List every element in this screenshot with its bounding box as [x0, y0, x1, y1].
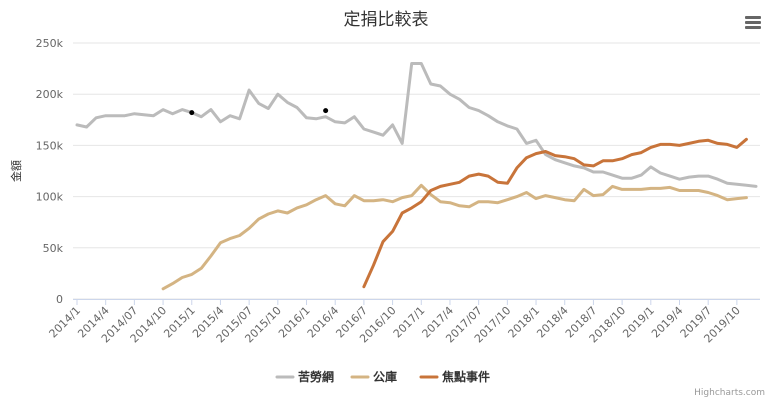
- legend-label: 焦點事件: [441, 369, 490, 384]
- y-tick-label: 250k: [36, 37, 64, 50]
- y-tick-label: 200k: [36, 88, 64, 101]
- legend: 苦勞網 公庫 焦點事件: [275, 369, 490, 384]
- legend-item[interactable]: 焦點事件: [419, 369, 490, 384]
- legend-label: 苦勞網: [298, 369, 334, 384]
- data-point-marker[interactable]: [189, 110, 195, 116]
- legend-item[interactable]: 公庫: [350, 369, 397, 384]
- hamburger-menu-icon[interactable]: [744, 15, 762, 31]
- y-tick-label: 150k: [36, 139, 64, 152]
- series-line[interactable]: [161, 183, 748, 291]
- chart-title: 定捐比較表: [344, 10, 429, 30]
- plot-area: [75, 62, 758, 291]
- y-tick-label: 0: [56, 293, 63, 306]
- legend-item[interactable]: 苦勞網: [275, 369, 334, 384]
- credits-link[interactable]: Highcharts.com: [694, 388, 765, 398]
- y-tick-label: 100k: [36, 191, 64, 204]
- series-line[interactable]: [362, 137, 748, 289]
- y-axis-label: 金額: [9, 160, 23, 182]
- data-point-marker[interactable]: [323, 108, 329, 114]
- y-axis-ticks: 0 50k 100k 150k 200k 250k: [36, 37, 64, 306]
- y-tick-label: 50k: [43, 242, 64, 255]
- legend-label: 公庫: [373, 369, 397, 384]
